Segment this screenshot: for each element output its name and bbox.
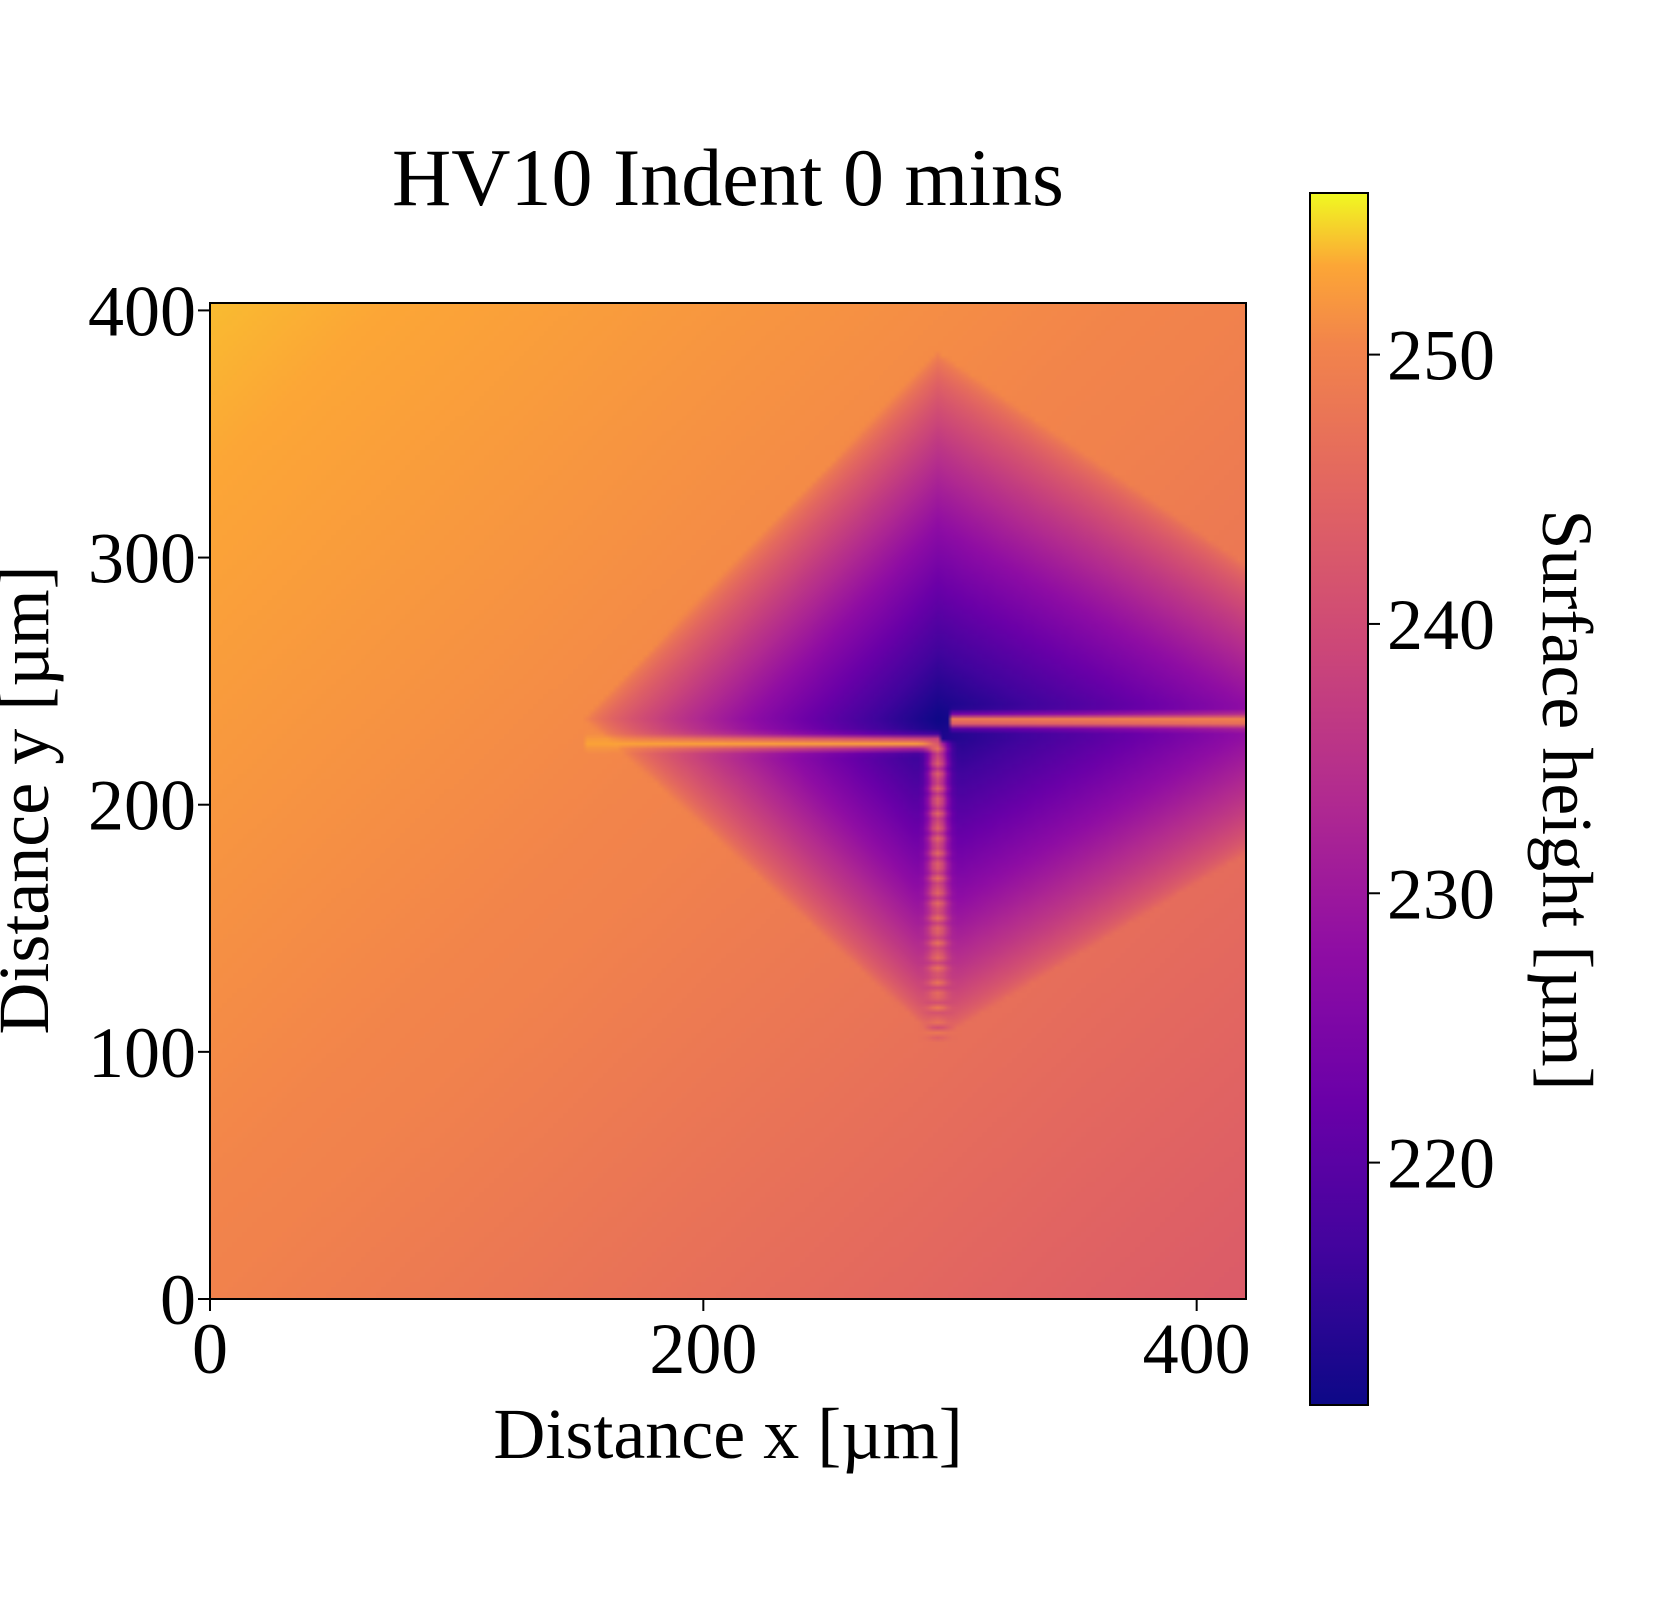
colorbar-tick-label: 240: [1387, 585, 1495, 665]
heatmap-area: [210, 303, 1246, 1299]
y-tick-label: 300: [88, 519, 196, 599]
colorbar-ticks: 220 230 240 250: [1368, 316, 1495, 1204]
x-tick-label: 0: [192, 1309, 228, 1389]
x-axis-label: Distance x [µm]: [493, 1394, 962, 1474]
y-tick-label: 100: [88, 1013, 196, 1093]
x-tick-label: 400: [1143, 1309, 1251, 1389]
heatmap-image: [210, 303, 1246, 1299]
colorbar-tick-label: 250: [1387, 316, 1495, 396]
colorbar: [1309, 192, 1369, 1406]
x-axis-ticks: 0 200 400: [192, 1299, 1251, 1389]
y-tick-label: 0: [160, 1260, 196, 1340]
x-tick-label: 200: [649, 1309, 757, 1389]
y-tick-label: 200: [88, 766, 196, 846]
colorbar-tick-label: 220: [1387, 1124, 1495, 1204]
chart-title: HV10 Indent 0 mins: [392, 132, 1064, 223]
colorbar-label: Surface height [µm]: [1527, 509, 1607, 1090]
y-axis-label: Distance y [µm]: [0, 565, 64, 1034]
y-tick-label: 400: [88, 271, 196, 351]
y-axis-ticks: 0 100 200 300 400: [88, 271, 210, 1340]
colorbar-tick-label: 230: [1387, 854, 1495, 934]
plot-frame: [209, 302, 1247, 1300]
